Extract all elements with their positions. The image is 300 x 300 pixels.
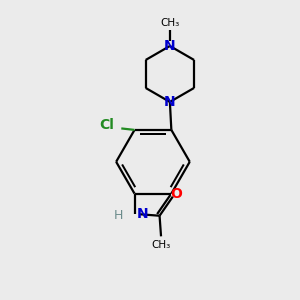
Text: N: N	[164, 95, 176, 109]
Text: CH₃: CH₃	[152, 240, 171, 250]
Text: H: H	[114, 209, 123, 222]
Text: N: N	[137, 207, 148, 221]
Text: O: O	[170, 187, 182, 201]
Text: Cl: Cl	[99, 118, 114, 133]
Text: CH₃: CH₃	[160, 18, 179, 28]
Text: N: N	[164, 39, 176, 53]
